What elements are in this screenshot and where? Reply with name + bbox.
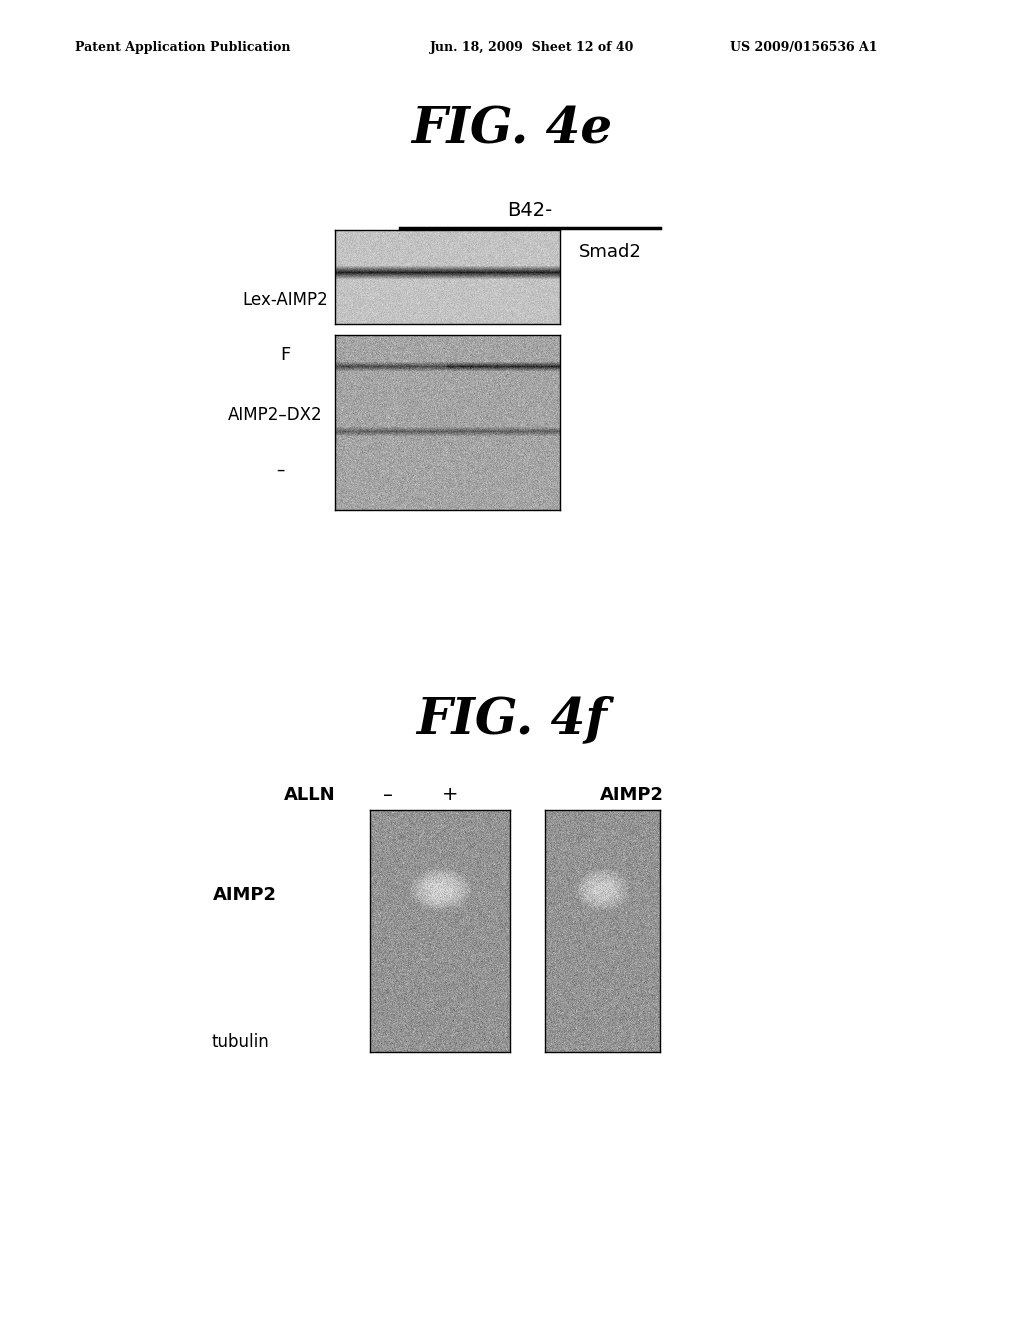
Text: AIMP2: AIMP2 [213,886,278,904]
Text: Smad2: Smad2 [579,243,641,261]
Text: B42-: B42- [507,201,553,219]
Text: Patent Application Publication: Patent Application Publication [75,41,291,54]
Text: FIG. 4f: FIG. 4f [417,696,607,744]
Text: –: – [275,461,285,479]
Text: +: + [441,785,459,804]
Text: –: – [383,785,393,804]
Text: US 2009/0156536 A1: US 2009/0156536 A1 [730,41,878,54]
Text: AIMP2–
DX2: AIMP2– DX2 [598,890,652,923]
Text: AIMP2–DX2: AIMP2–DX2 [227,407,323,424]
Text: F: F [280,346,290,364]
Text: F: F [598,832,607,850]
Text: tubulin: tubulin [211,1034,269,1051]
Text: AIMP2: AIMP2 [600,785,664,804]
Text: Lex-AIMP2: Lex-AIMP2 [242,290,328,309]
Text: ALLN: ALLN [285,785,336,804]
Text: FIG. 4e: FIG. 4e [412,106,612,154]
Text: Jun. 18, 2009  Sheet 12 of 40: Jun. 18, 2009 Sheet 12 of 40 [430,41,635,54]
Text: FBP: FBP [421,243,455,261]
